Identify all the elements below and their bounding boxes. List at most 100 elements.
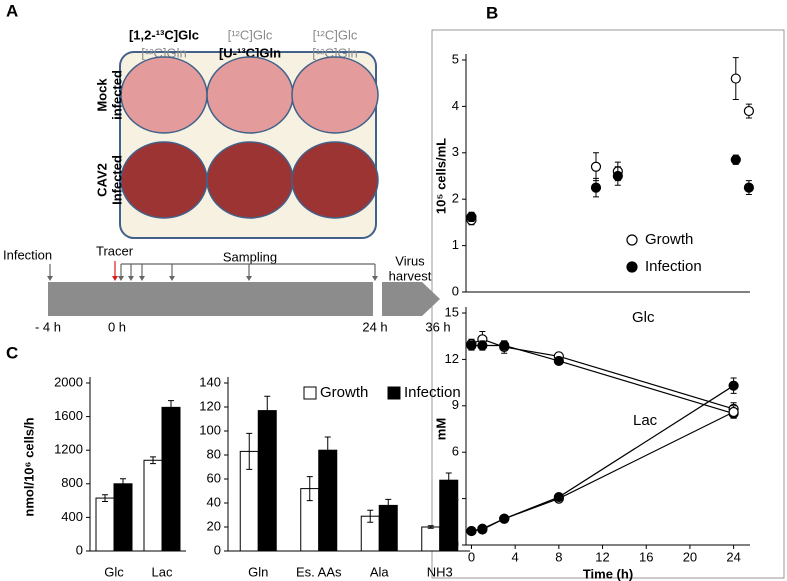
- legend-label: Growth: [645, 231, 693, 248]
- error-bar: [120, 478, 126, 490]
- bar: [421, 526, 441, 552]
- data-point: [466, 211, 477, 222]
- column-label: [¹²C]Gln: [312, 45, 358, 60]
- data-point: [728, 406, 739, 418]
- bar: [143, 459, 163, 552]
- y-tick-label: 1600: [54, 408, 83, 423]
- legend-label: Infection: [645, 258, 702, 275]
- y-tick-label: 9: [452, 397, 459, 412]
- data-point: [466, 525, 477, 537]
- data-point: [626, 234, 638, 246]
- error-bar: [264, 395, 271, 426]
- y-tick-label: 60: [207, 470, 221, 485]
- x-tick-label: NH3: [427, 564, 453, 579]
- x-tick-label: Glc: [104, 564, 124, 579]
- bar: [378, 504, 398, 552]
- panel-label: C: [6, 343, 18, 362]
- data-point: [590, 182, 602, 193]
- well: [120, 56, 208, 134]
- y-tick-label: 0: [76, 542, 83, 557]
- annotation: Lac: [633, 412, 658, 429]
- y-tick-label: 3: [452, 144, 459, 159]
- x-tick-label: 0: [468, 549, 475, 564]
- error-bar: [385, 498, 392, 512]
- error-bar: [306, 476, 313, 502]
- bar: [161, 406, 181, 552]
- error-bar: [168, 400, 174, 415]
- arrow-head: [169, 276, 175, 281]
- bar: [439, 479, 459, 552]
- well: [206, 141, 294, 219]
- y-tick-label: 12: [445, 351, 459, 366]
- x-tick-label: 16: [639, 549, 653, 564]
- data-point: [477, 340, 488, 351]
- data-point: [499, 340, 510, 351]
- data-point: [590, 161, 602, 172]
- y-tick-label: 800: [61, 475, 83, 490]
- bar: [318, 449, 338, 552]
- data-point: [626, 261, 638, 273]
- error-bar: [367, 509, 374, 523]
- bar: [113, 483, 133, 552]
- data-point: [612, 170, 623, 182]
- data-point: [477, 523, 488, 534]
- well: [291, 56, 379, 134]
- time-label: 36 h: [425, 319, 450, 334]
- bar: [95, 497, 115, 552]
- column-label: [¹²C]Glc: [228, 27, 273, 42]
- y-tick-label: 2000: [54, 374, 83, 389]
- data-line: [471, 385, 734, 532]
- y-tick-label: 2: [452, 191, 459, 206]
- y-tick-label: 120: [199, 398, 221, 413]
- y-tick-label: 4: [452, 98, 459, 113]
- error-bar: [150, 456, 156, 465]
- event-label: Sampling: [223, 249, 277, 264]
- bar: [257, 410, 277, 552]
- x-tick-label: Lac: [152, 564, 173, 579]
- well: [291, 141, 379, 219]
- x-tick-label: Gln: [248, 564, 268, 579]
- y-axis-label: mM: [433, 418, 448, 440]
- arrow-head: [47, 276, 53, 281]
- time-label: 0 h: [108, 319, 126, 334]
- data-line: [471, 344, 734, 415]
- well: [120, 141, 208, 219]
- x-tick-label: 24: [726, 549, 740, 564]
- column-label: [¹²C]Gln: [141, 45, 187, 60]
- x-tick-label: Ala: [370, 564, 390, 579]
- error-bar: [246, 432, 253, 470]
- time-label: 24 h: [362, 319, 387, 334]
- y-tick-label: 20: [207, 518, 221, 533]
- column-label: [¹²C]Glc: [313, 27, 358, 42]
- data-point: [466, 340, 477, 351]
- y-tick-label: 15: [445, 304, 459, 319]
- x-axis-label: Time (h): [583, 566, 633, 581]
- error-bar: [427, 525, 434, 529]
- arrow-head: [246, 276, 252, 281]
- y-tick-label: 1: [452, 237, 459, 252]
- error-bar: [445, 472, 452, 488]
- y-axis-label: 10⁵ cells/mL: [433, 138, 448, 214]
- data-point: [743, 105, 755, 117]
- x-tick-label: 4: [512, 549, 519, 564]
- y-tick-label: 0: [452, 283, 459, 298]
- timeline-bar: [48, 282, 373, 316]
- y-tick-label: 6: [452, 444, 459, 459]
- data-point: [728, 380, 739, 391]
- row-label: Mock: [94, 78, 109, 112]
- data-point: [743, 182, 755, 193]
- event-label: Tracer: [96, 243, 134, 258]
- y-tick-label: 0: [214, 542, 221, 557]
- timeline-arrow: [382, 282, 440, 316]
- arrow-head: [128, 276, 134, 281]
- arrow-head: [372, 276, 378, 281]
- arrow-head: [139, 276, 145, 281]
- legend-swatch: [387, 386, 401, 400]
- x-tick-label: Es. AAs: [296, 564, 342, 579]
- y-tick-label: 80: [207, 446, 221, 461]
- panel-label: A: [6, 1, 18, 20]
- y-axis-label: nmol/10⁶ cells/h: [21, 417, 36, 516]
- row-label: Infected: [109, 155, 124, 205]
- column-label: [U-¹³C]Gln: [219, 45, 281, 60]
